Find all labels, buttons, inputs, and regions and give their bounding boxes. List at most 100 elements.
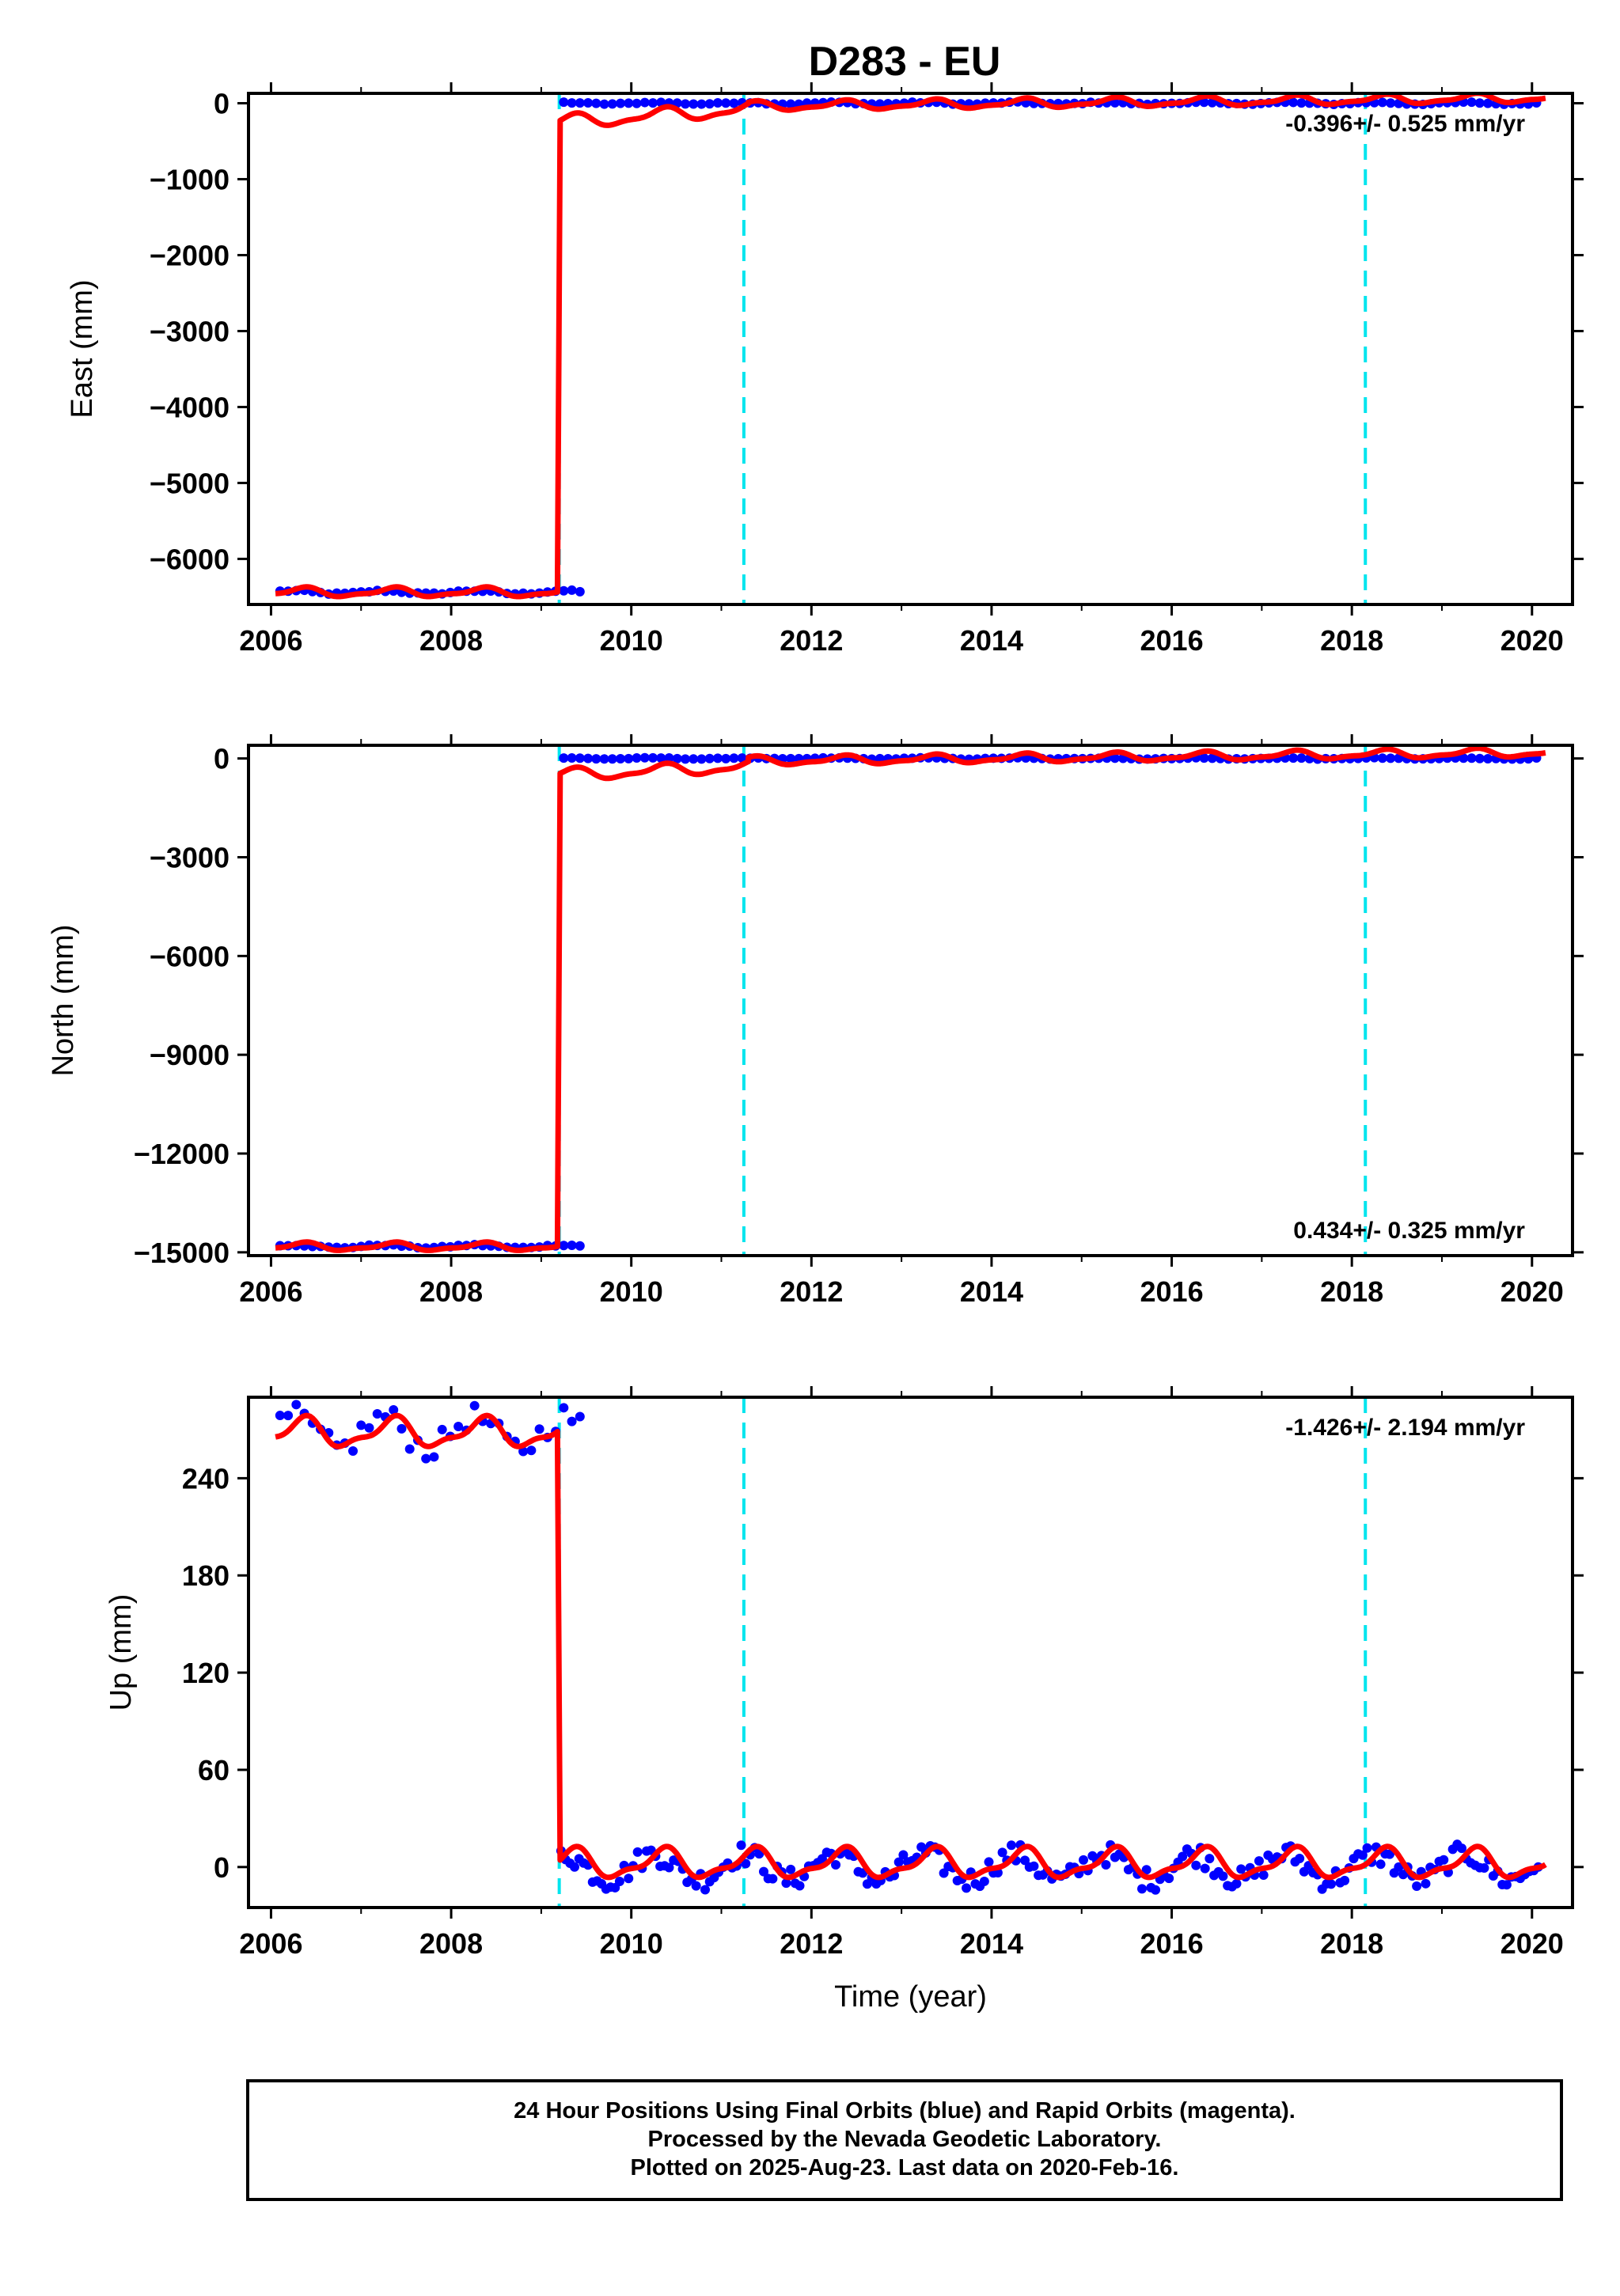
up-data-point [526,1445,537,1456]
footer-line-1: 24 Hour Positions Using Final Orbits (bl… [514,2098,1296,2124]
north-data-point [599,754,609,764]
east-data-point [786,99,796,109]
up-data-point [567,1416,577,1426]
east-data-point [575,586,585,597]
up-data-point [664,1862,674,1873]
north-x-tick-label: 2012 [780,1275,843,1308]
north-model-line [274,745,1547,1253]
up-data-point [1340,1875,1350,1885]
up-data-point [1079,1855,1089,1865]
north-data-point [1483,753,1493,763]
east-data-point [1207,97,1217,108]
up-data-point [372,1409,382,1419]
east-data-point [1296,98,1307,108]
up-data-point [1178,1851,1188,1862]
footer-caption-box: 24 Hour Positions Using Final Orbits (bl… [246,2079,1563,2201]
north-data-point [680,754,690,764]
up-data-point [364,1423,374,1433]
east-y-tick-label: −5000 [150,467,230,499]
east-rate-annotation: -0.396+/- 0.525 mm/yr [1285,111,1525,137]
footer-line-3: Plotted on 2025-Aug-23. Last data on 202… [630,2155,1179,2180]
up-data-point [569,1862,579,1872]
north-data-point [786,753,796,763]
north-data-point [648,752,658,763]
north-data-point [672,753,682,763]
east-data-point [1394,98,1404,108]
north-x-tick-label: 2010 [600,1275,663,1308]
up-data-point [396,1423,407,1434]
east-x-tick-label: 2016 [1140,624,1204,657]
up-data-point [275,1411,285,1421]
up-data-point [1191,1860,1201,1870]
north-y-tick-label: 0 [214,743,230,775]
up-data-point [1200,1863,1210,1874]
east-x-tick-label: 2012 [780,624,843,657]
east-data-point [632,98,642,108]
north-y-tick-label: −9000 [150,1039,230,1071]
east-data-point [1288,97,1299,108]
north-data-point [575,1241,585,1251]
north-x-tick-label: 2018 [1320,1275,1383,1308]
up-data-point [1029,1861,1039,1871]
up-data-point [632,1847,643,1857]
up-data-point [939,1868,949,1878]
up-x-tick-label: 2020 [1500,1927,1564,1960]
up-data-point [1136,1884,1147,1894]
east-data-point [1386,98,1396,108]
up-data-point [1394,1862,1404,1872]
north-y-tick-label: −12000 [134,1138,230,1170]
up-data-point [1205,1854,1215,1864]
up-data-point [614,1876,624,1886]
footer-line-2: Processed by the Nevada Geodetic Laborat… [647,2127,1162,2152]
up-data-point [356,1420,366,1430]
east-model-line [274,93,1547,600]
north-y-tick-label: −6000 [150,940,230,972]
up-data-point [1439,1855,1449,1865]
up-data-point [979,1876,989,1886]
north-data-point [632,753,642,763]
up-y-axis-label: Up (mm) [104,1594,138,1711]
east-y-tick-label: −2000 [150,239,230,271]
north-data-point [729,753,739,763]
north-data-point [689,754,699,764]
chart-title: D283 - EU [809,39,1001,85]
up-data-point [1101,1859,1111,1870]
north-data-point [575,753,585,763]
up-data-point [1326,1879,1336,1889]
up-data-point [534,1424,544,1434]
up-data-point [795,1881,805,1891]
up-data-point [1295,1854,1305,1864]
east-y-tick-label: 0 [214,87,230,119]
north-x-tick-label: 2008 [419,1275,483,1308]
east-plot-area [274,93,1547,604]
up-y-tick-label: 120 [182,1657,230,1689]
east-data-point [704,99,715,109]
up-data-point [1006,1840,1016,1851]
up-data-point [1421,1878,1431,1889]
up-data-point [758,1866,768,1877]
east-data-point [680,99,690,109]
up-data-point [624,1874,634,1884]
up-data-point [559,1403,569,1413]
north-data-point [1466,753,1477,763]
up-data-point [404,1444,415,1454]
up-data-point [291,1400,302,1410]
up-x-tick-label: 2014 [960,1927,1023,1960]
east-data-point [559,97,569,108]
east-x-tick-label: 2006 [239,624,302,657]
north-data-point [639,752,650,763]
up-x-tick-label: 2008 [419,1927,483,1960]
east-data-point [1199,97,1209,108]
east-x-tick-label: 2014 [960,624,1023,657]
up-x-tick-label: 2018 [1320,1927,1383,1960]
east-data-point [575,98,585,108]
up-frame [247,1396,1574,1909]
up-data-point [700,1885,711,1895]
east-y-tick-label: −4000 [150,391,230,423]
up-data-point [469,1400,480,1411]
up-data-point [1258,1870,1269,1880]
north-data-point [712,753,723,763]
up-data-point [389,1404,399,1415]
up-data-point [893,1857,904,1867]
